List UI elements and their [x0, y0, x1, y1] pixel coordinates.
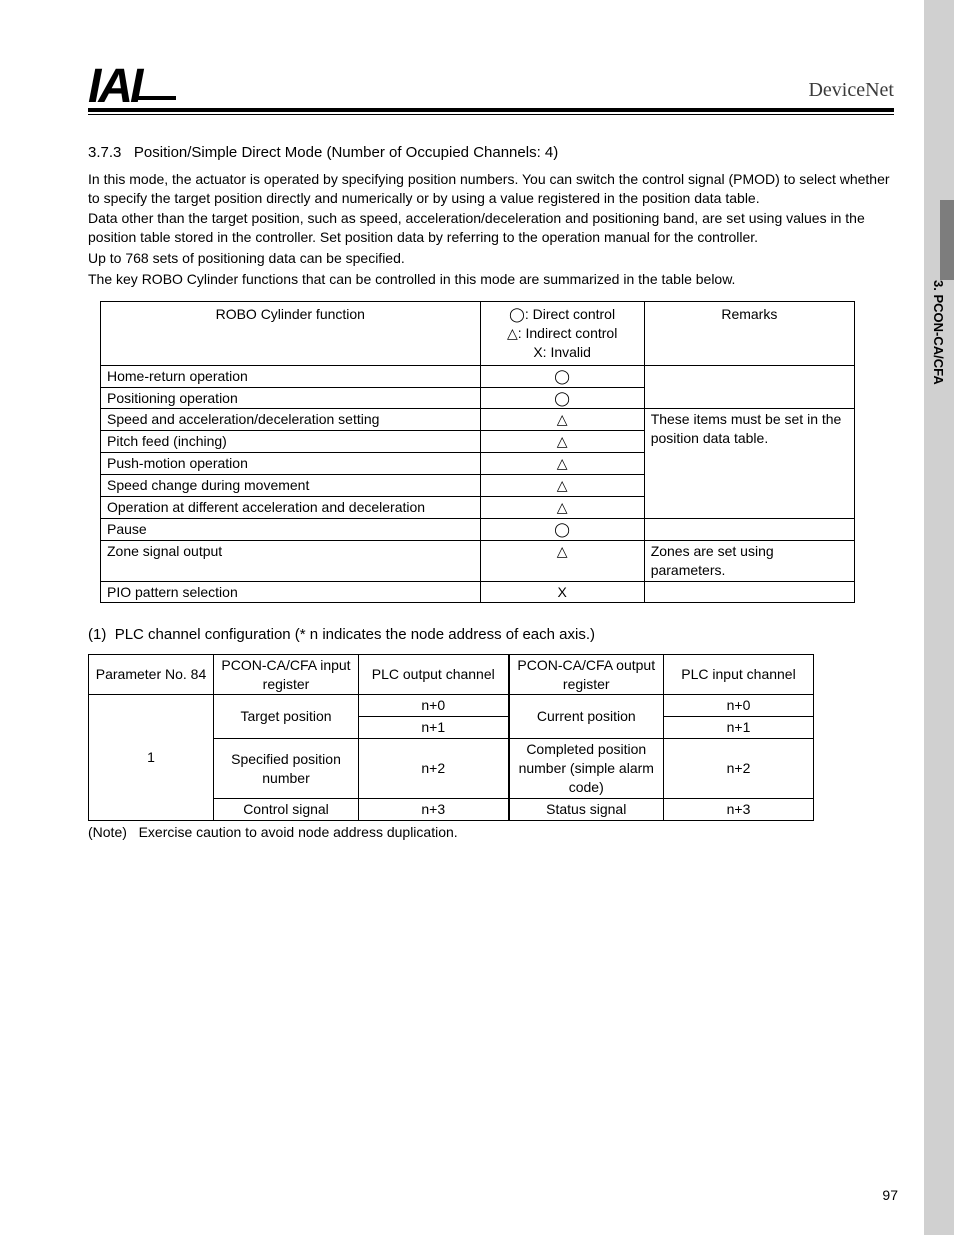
- cell-function: Speed change during movement: [101, 475, 481, 497]
- table-row: Speed and acceleration/deceleration sett…: [101, 409, 855, 431]
- subsection-heading: PLC channel configuration (* n indicates…: [115, 626, 595, 643]
- cell-out-ch: n+2: [359, 739, 509, 799]
- th-out-ch: PLC output channel: [359, 654, 509, 695]
- th-in-reg: PCON-CA/CFA input register: [214, 654, 359, 695]
- cell-function: PIO pattern selection: [101, 581, 481, 603]
- brand-name: DeviceNet: [808, 77, 894, 106]
- cell-out-reg: Status signal: [509, 798, 664, 820]
- cell-symbol: ◯: [480, 387, 644, 409]
- section-title: 3.7.3 Position/Simple Direct Mode (Numbe…: [88, 143, 894, 163]
- page: 3. PCON-CA/CFA IAI DeviceNet 3.7.3 Posit…: [0, 0, 954, 1235]
- cell-function: Speed and acceleration/deceleration sett…: [101, 409, 481, 431]
- cell-symbol: X: [480, 581, 644, 603]
- th-function: ROBO Cylinder function: [101, 301, 481, 365]
- table-row: PIO pattern selectionX: [101, 581, 855, 603]
- note-label: (Note): [88, 824, 127, 840]
- cell-symbol: △: [480, 453, 644, 475]
- cell-in-reg: Control signal: [214, 798, 359, 820]
- cell-function: Pitch feed (inching): [101, 431, 481, 453]
- legend-indirect: △: Indirect control: [487, 324, 638, 343]
- th-out-reg: PCON-CA/CFA output register: [509, 654, 664, 695]
- cell-out-ch: n+3: [359, 798, 509, 820]
- cell-remarks: Zones are set using parameters.: [644, 540, 854, 581]
- body-text: Data other than the target position, suc…: [88, 209, 894, 247]
- cell-out-reg: Current position: [509, 695, 664, 739]
- cell-symbol: △: [480, 431, 644, 453]
- cell-out-ch: n+0: [359, 695, 509, 717]
- page-header: IAI DeviceNet: [88, 68, 894, 112]
- cell-symbol: △: [480, 540, 644, 581]
- cell-function: Positioning operation: [101, 387, 481, 409]
- side-tab-label: 3. PCON-CA/CFA: [929, 280, 947, 385]
- body-text: Up to 768 sets of positioning data can b…: [88, 249, 894, 268]
- note-text: Exercise caution to avoid node address d…: [139, 824, 458, 840]
- channel-table-wrap: Parameter No. 84 PCON-CA/CFA input regis…: [88, 654, 894, 821]
- cell-remarks: [644, 365, 854, 409]
- side-indicator: [940, 200, 954, 280]
- cell-in-reg: Specified position number: [214, 739, 359, 799]
- th-in-ch: PLC input channel: [664, 654, 814, 695]
- page-number: 97: [882, 1186, 898, 1205]
- logo-text: IAI: [88, 68, 140, 106]
- section-number: 3.7.3: [88, 144, 121, 161]
- table-row: Zone signal output△Zones are set using p…: [101, 540, 855, 581]
- section-heading: Position/Simple Direct Mode (Number of O…: [134, 144, 558, 161]
- subsection-title: (1) PLC channel configuration (* n indic…: [88, 625, 894, 645]
- cell-function: Push-motion operation: [101, 453, 481, 475]
- th-remarks: Remarks: [644, 301, 854, 365]
- table-row: Pause◯: [101, 518, 855, 540]
- cell-symbol: △: [480, 409, 644, 431]
- cell-remarks: [644, 518, 854, 540]
- table-row: 1 Target position n+0 Current position n…: [89, 695, 814, 717]
- cell-function: Pause: [101, 518, 481, 540]
- cell-function: Home-return operation: [101, 365, 481, 387]
- th-legend: ◯: Direct control △: Indirect control X:…: [480, 301, 644, 365]
- subsection-number: (1): [88, 626, 106, 643]
- header-rule: [88, 114, 894, 115]
- legend-invalid: X: Invalid: [487, 343, 638, 362]
- table-row: Home-return operation◯: [101, 365, 855, 387]
- cell-out-ch: n+1: [359, 717, 509, 739]
- logo-underline: [138, 96, 176, 100]
- cell-in-reg: Target position: [214, 695, 359, 739]
- cell-remarks: [644, 581, 854, 603]
- cell-function: Zone signal output: [101, 540, 481, 581]
- cell-symbol: △: [480, 475, 644, 497]
- cell-in-ch: n+3: [664, 798, 814, 820]
- function-table-wrap: ROBO Cylinder function ◯: Direct control…: [100, 301, 894, 603]
- cell-remarks: These items must be set in the position …: [644, 409, 854, 518]
- side-tab: 3. PCON-CA/CFA: [924, 0, 954, 1235]
- body-text: In this mode, the actuator is operated b…: [88, 170, 894, 208]
- body-text: The key ROBO Cylinder functions that can…: [88, 270, 894, 289]
- cell-out-reg: Completed position number (simple alarm …: [509, 739, 664, 799]
- cell-symbol: ◯: [480, 365, 644, 387]
- cell-in-ch: n+2: [664, 739, 814, 799]
- body-paragraphs: In this mode, the actuator is operated b…: [88, 170, 894, 289]
- channel-table: Parameter No. 84 PCON-CA/CFA input regis…: [88, 654, 814, 821]
- cell-in-ch: n+1: [664, 717, 814, 739]
- logo: IAI: [88, 68, 176, 106]
- cell-param: 1: [89, 695, 214, 820]
- function-table: ROBO Cylinder function ◯: Direct control…: [100, 301, 855, 603]
- cell-in-ch: n+0: [664, 695, 814, 717]
- cell-function: Operation at different acceleration and …: [101, 497, 481, 519]
- legend-direct: ◯: Direct control: [487, 305, 638, 324]
- cell-symbol: △: [480, 497, 644, 519]
- cell-symbol: ◯: [480, 518, 644, 540]
- note: (Note) Exercise caution to avoid node ad…: [88, 823, 894, 842]
- th-param: Parameter No. 84: [89, 654, 214, 695]
